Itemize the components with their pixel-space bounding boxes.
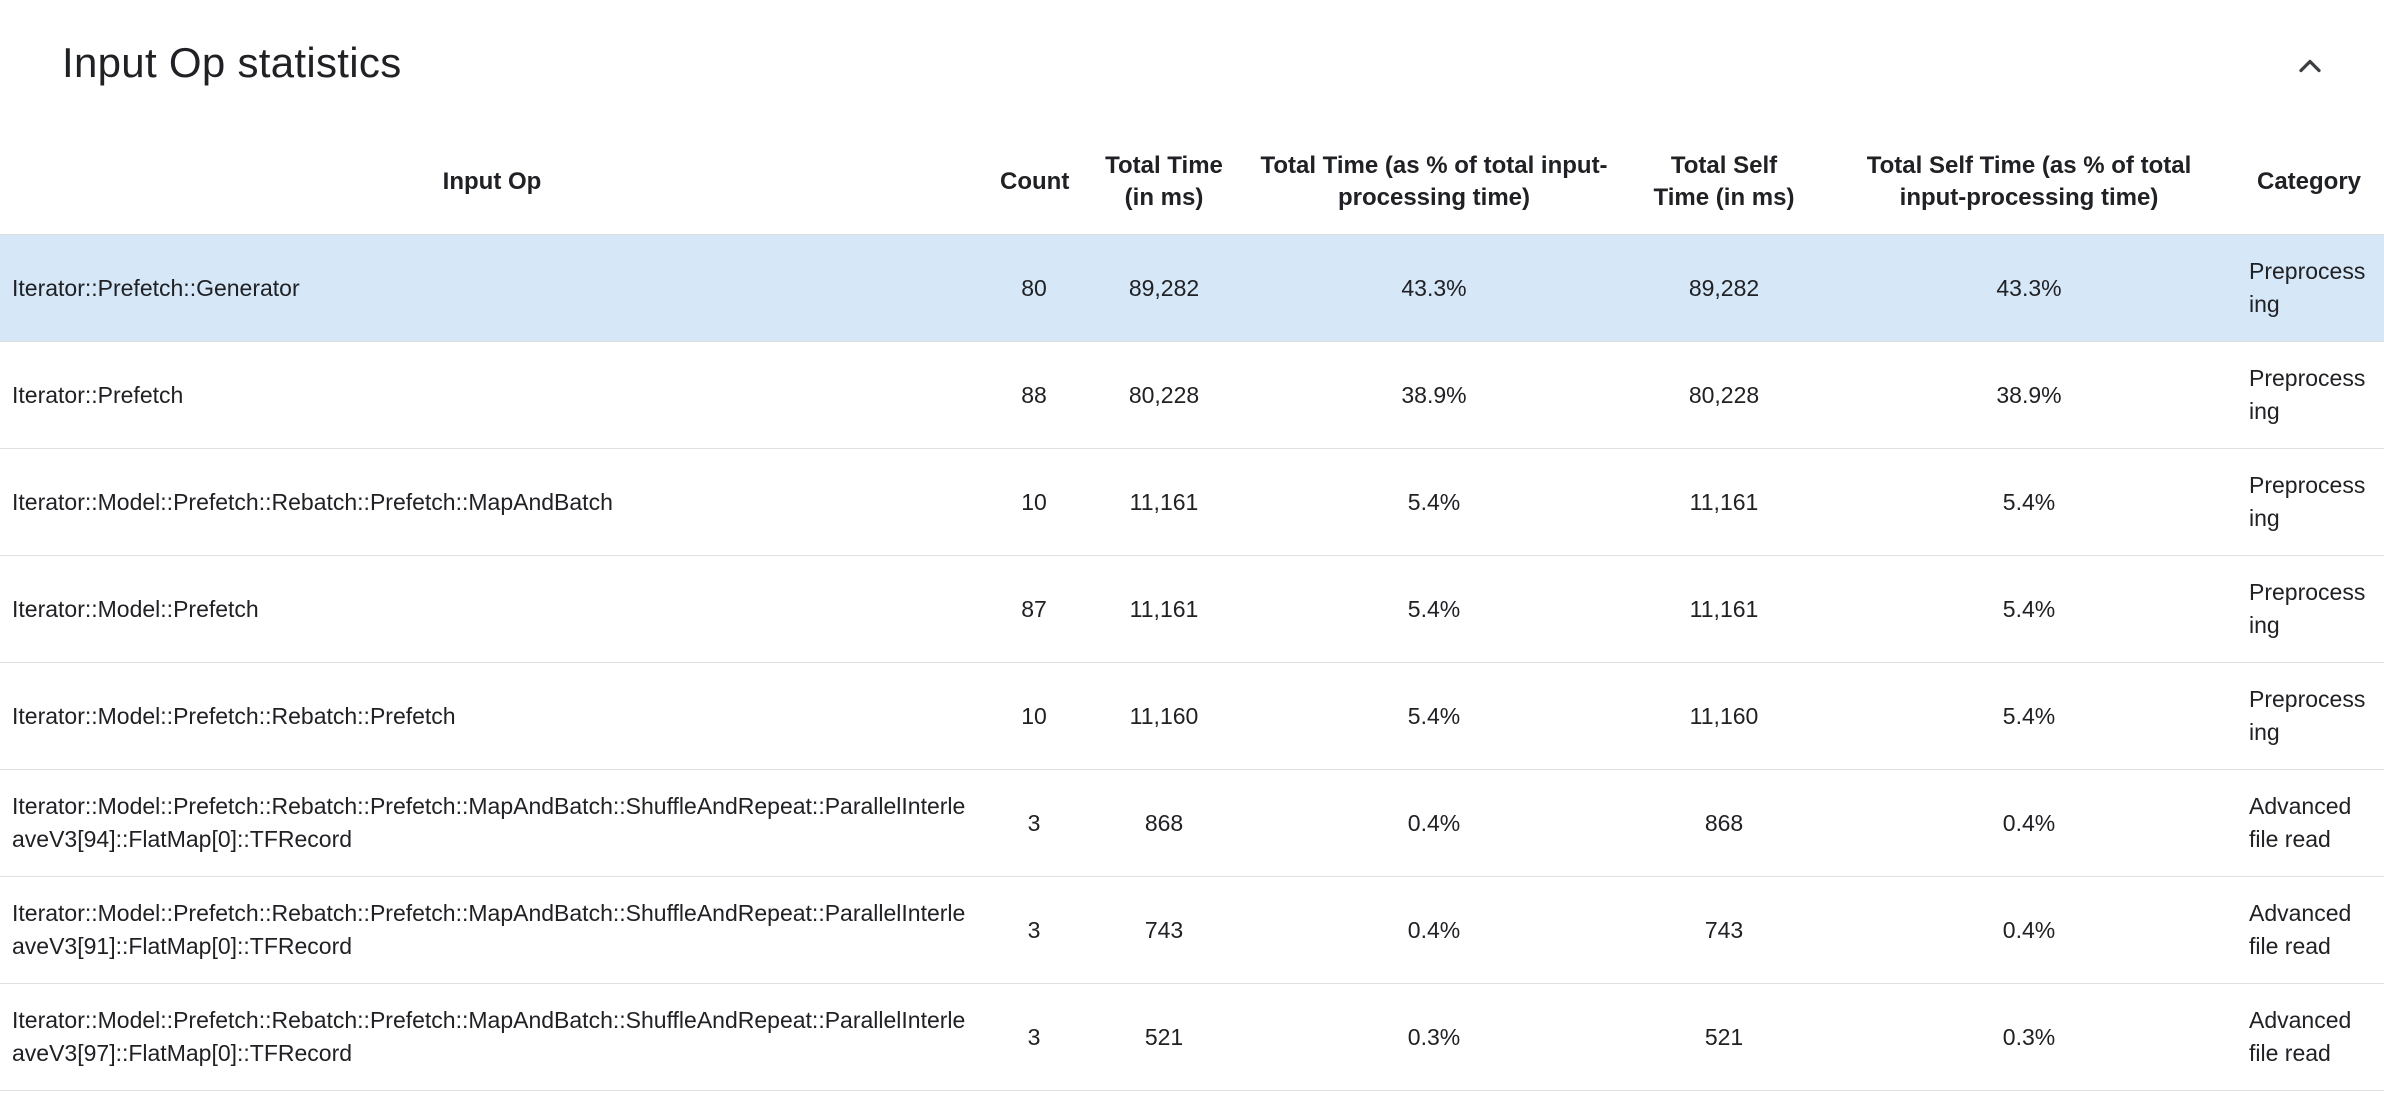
input-op-cell: Iterator::Model::Prefetch <box>0 555 984 663</box>
total-time-cell: 89,282 <box>1084 234 1244 342</box>
total-time-pct-cell: 5.4% <box>1244 448 1624 556</box>
total-time-pct-cell: 5.4% <box>1244 555 1624 663</box>
input-op-cell: Iterator::Model::Prefetch::Rebatch::Pref… <box>0 769 984 877</box>
total-time-pct-cell: 0.4% <box>1244 876 1624 984</box>
total-self-time-pct-cell: 5.4% <box>1824 448 2234 556</box>
input-op-cell: Iterator::Prefetch <box>0 341 984 449</box>
total-time-cell: 743 <box>1084 876 1244 984</box>
table-row[interactable]: Iterator::Model::Prefetch::Rebatch::Pref… <box>0 662 2384 770</box>
category-cell: Preprocessing <box>2234 448 2384 556</box>
panel-header: Input Op statistics <box>0 0 2384 90</box>
table-body: Iterator::Prefetch::Generator 80 89,282 43.… <box>0 234 2384 1091</box>
column-header-category[interactable]: Category <box>2234 130 2384 235</box>
column-header-input-op[interactable]: Input Op <box>0 130 984 235</box>
total-self-time-pct-cell: 38.9% <box>1824 341 2234 449</box>
total-self-time-cell: 868 <box>1624 769 1824 877</box>
total-time-pct-cell: 0.4% <box>1244 769 1624 877</box>
table-header-row: Input Op Count Total Time (in ms) Total Tim… <box>0 130 2384 235</box>
input-op-cell: Iterator::Model::Prefetch::Rebatch::Pref… <box>0 983 984 1091</box>
count-cell: 88 <box>984 341 1084 449</box>
total-time-pct-cell: 38.9% <box>1244 341 1624 449</box>
total-self-time-pct-cell: 5.4% <box>1824 555 2234 663</box>
total-self-time-pct-cell: 0.4% <box>1824 876 2234 984</box>
total-self-time-cell: 80,228 <box>1624 341 1824 449</box>
total-self-time-cell: 521 <box>1624 983 1824 1091</box>
page-title: Input Op statistics <box>62 39 402 86</box>
table-row[interactable]: Iterator::Prefetch 88 80,228 38.9% 80,228 38.… <box>0 341 2384 449</box>
category-cell: Advanced file read <box>2234 769 2384 877</box>
column-header-total-self-time-pct[interactable]: Total Self Time (as % of total input-pro… <box>1824 130 2234 235</box>
table-row[interactable]: Iterator::Model::Prefetch::Rebatch::Pref… <box>0 876 2384 984</box>
column-header-count[interactable]: Count <box>984 130 1084 235</box>
column-header-total-time[interactable]: Total Time (in ms) <box>1084 130 1244 235</box>
input-op-cell: Iterator::Model::Prefetch::Rebatch::Pref… <box>0 662 984 770</box>
table-row[interactable]: Iterator::Model::Prefetch::Rebatch::Pref… <box>0 983 2384 1091</box>
count-cell: 3 <box>984 983 1084 1091</box>
count-cell: 10 <box>984 448 1084 556</box>
table-row[interactable]: Iterator::Model::Prefetch::Rebatch::Pref… <box>0 769 2384 877</box>
total-time-cell: 11,161 <box>1084 448 1244 556</box>
count-cell: 3 <box>984 876 1084 984</box>
table-row[interactable]: Iterator::Model::Prefetch 87 11,161 5.4% 11,… <box>0 555 2384 663</box>
category-cell: Advanced file read <box>2234 876 2384 984</box>
total-time-cell: 11,160 <box>1084 662 1244 770</box>
input-op-cell: Iterator::Model::Prefetch::Rebatch::Pref… <box>0 876 984 984</box>
total-self-time-cell: 11,161 <box>1624 448 1824 556</box>
category-cell: Preprocessing <box>2234 555 2384 663</box>
total-time-cell: 868 <box>1084 769 1244 877</box>
total-time-cell: 521 <box>1084 983 1244 1091</box>
category-cell: Preprocessing <box>2234 662 2384 770</box>
collapse-button[interactable] <box>2288 44 2332 88</box>
total-time-pct-cell: 43.3% <box>1244 234 1624 342</box>
total-self-time-pct-cell: 0.4% <box>1824 769 2234 877</box>
total-time-pct-cell: 0.3% <box>1244 983 1624 1091</box>
chevron-up-icon <box>2299 59 2321 73</box>
total-self-time-pct-cell: 43.3% <box>1824 234 2234 342</box>
total-time-cell: 80,228 <box>1084 341 1244 449</box>
total-self-time-cell: 11,161 <box>1624 555 1824 663</box>
total-self-time-cell: 743 <box>1624 876 1824 984</box>
total-time-pct-cell: 5.4% <box>1244 662 1624 770</box>
table-header: Input Op Count Total Time (in ms) Total Tim… <box>0 130 2384 235</box>
count-cell: 3 <box>984 769 1084 877</box>
input-op-cell: Iterator::Model::Prefetch::Rebatch::Pref… <box>0 448 984 556</box>
count-cell: 87 <box>984 555 1084 663</box>
table-row[interactable]: Iterator::Model::Prefetch::Rebatch::Pref… <box>0 448 2384 556</box>
table-row[interactable]: Iterator::Prefetch::Generator 80 89,282 43.… <box>0 234 2384 342</box>
count-cell: 80 <box>984 234 1084 342</box>
category-cell: Preprocessing <box>2234 341 2384 449</box>
total-self-time-pct-cell: 0.3% <box>1824 983 2234 1091</box>
total-time-cell: 11,161 <box>1084 555 1244 663</box>
total-self-time-cell: 89,282 <box>1624 234 1824 342</box>
count-cell: 10 <box>984 662 1084 770</box>
input-op-table: Input Op Count Total Time (in ms) Total Tim… <box>0 130 2384 1091</box>
total-self-time-cell: 11,160 <box>1624 662 1824 770</box>
category-cell: Advanced file read <box>2234 983 2384 1091</box>
column-header-total-self-time[interactable]: Total Self Time (in ms) <box>1624 130 1824 235</box>
input-op-cell: Iterator::Prefetch::Generator <box>0 234 984 342</box>
total-self-time-pct-cell: 5.4% <box>1824 662 2234 770</box>
category-cell: Preprocessing <box>2234 234 2384 342</box>
column-header-total-time-pct[interactable]: Total Time (as % of total input-processi… <box>1244 130 1624 235</box>
